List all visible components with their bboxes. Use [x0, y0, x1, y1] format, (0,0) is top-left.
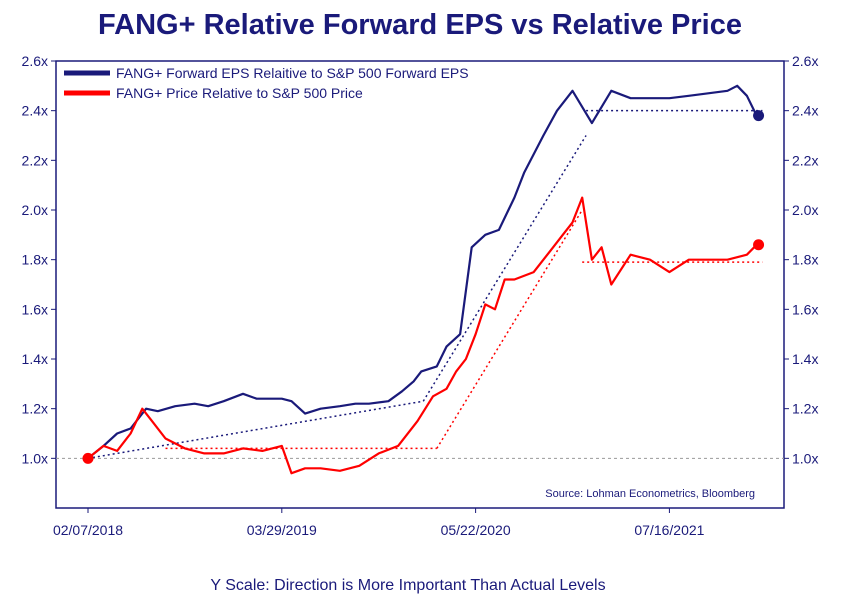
y-tick-label-right: 1.0x: [792, 450, 818, 466]
y-tick-label-right: 1.6x: [792, 301, 818, 317]
legend-label-price: FANG+ Price Relative to S&P 500 Price: [116, 85, 363, 101]
y-tick-label-left: 2.6x: [22, 53, 48, 69]
plot-frame: [55, 60, 785, 509]
y-tick-label-left: 1.0x: [22, 450, 48, 466]
x-axis: 02/07/2018 03/29/2019 05/22/2020 07/16/2021: [53, 508, 705, 538]
legend: FANG+ Forward EPS Relaitive to S&P 500 F…: [64, 65, 469, 101]
y-tick-label-right: 1.4x: [792, 351, 818, 367]
marker-layer: [82, 110, 765, 464]
y-tick-label-right: 2.4x: [792, 103, 818, 119]
start-marker-price: [82, 452, 94, 464]
y-tick-label-left: 1.2x: [22, 401, 48, 417]
y-tick-label-left: 2.0x: [22, 202, 48, 218]
y-tick-label-left: 1.6x: [22, 301, 48, 317]
footnote: Y Scale: Direction is More Important Tha…: [210, 577, 605, 594]
y-tick-label-right: 2.6x: [792, 53, 818, 69]
x-tick-label: 03/29/2019: [247, 522, 317, 538]
x-tick-label: 05/22/2020: [441, 522, 511, 538]
legend-label-eps: FANG+ Forward EPS Relaitive to S&P 500 F…: [116, 65, 469, 81]
series-line-price: [87, 196, 758, 475]
chart-title: FANG+ Relative Forward EPS vs Relative P…: [98, 9, 742, 41]
series-layer: [87, 84, 758, 475]
y-tick-label-right: 2.2x: [792, 152, 818, 168]
y-tick-label-right: 1.8x: [792, 252, 818, 268]
y-tick-label-left: 1.8x: [22, 252, 48, 268]
y-tick-label-right: 2.0x: [792, 202, 818, 218]
trend-layer: [87, 109, 763, 460]
y-axis-left: 1.0x 1.2x 1.4x 1.6x 1.8x 2.0x 2.2x 2.4x 2.6x: [22, 53, 56, 466]
trend-line-price: [436, 209, 583, 449]
y-tick-label-left: 2.2x: [22, 152, 48, 168]
x-tick-label: 07/16/2021: [634, 522, 704, 538]
end-marker-price: [753, 239, 765, 251]
y-axis-right: 1.0x 1.2x 1.4x 1.6x 1.8x 2.0x 2.2x 2.4x 2.6x: [784, 53, 818, 466]
trend-line-eps: [87, 400, 424, 460]
end-marker-eps: [753, 110, 765, 122]
source-note: Source: Lohman Econometrics, Bloomberg: [545, 488, 755, 500]
x-tick-label: 02/07/2018: [53, 522, 123, 538]
y-tick-label-right: 1.2x: [792, 401, 818, 417]
series-line-eps: [87, 84, 758, 460]
y-tick-label-left: 2.4x: [22, 103, 48, 119]
trend-line-eps: [422, 135, 587, 402]
y-tick-label-left: 1.4x: [22, 351, 48, 367]
